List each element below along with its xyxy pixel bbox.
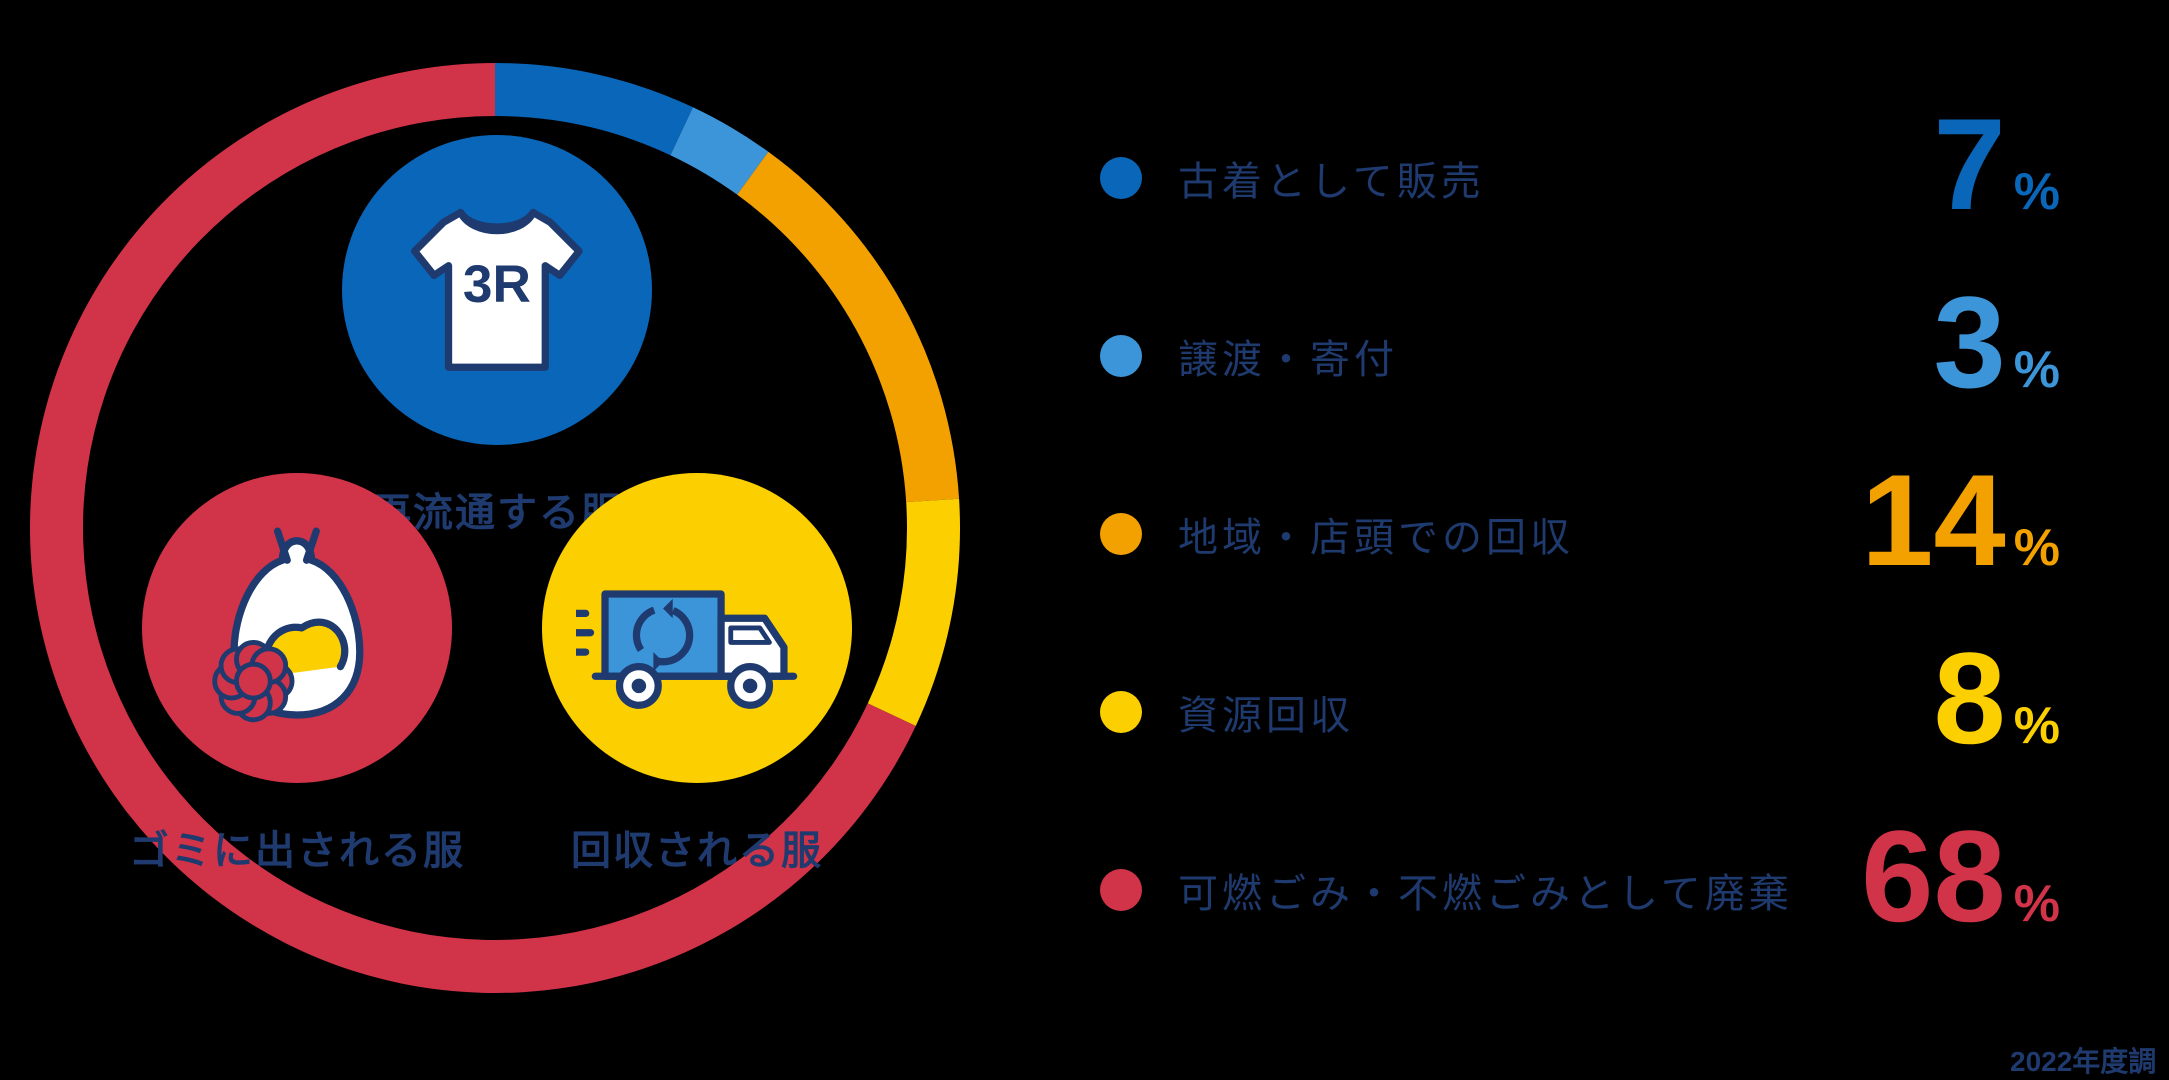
center-icon-collected xyxy=(542,473,852,783)
legend-row-0: 古着として販売 xyxy=(1100,149,1485,207)
legend-label-3: 資源回収 xyxy=(1178,683,1354,741)
legend-value-0: 7% xyxy=(1933,99,2060,229)
legend-label-2: 地域・店頭での回収 xyxy=(1178,505,1574,563)
legend-value-1: 3% xyxy=(1933,277,2060,407)
legend-row-4: 可燃ごみ・不燃ごみとして廃棄 xyxy=(1100,861,1793,919)
legend-label-0: 古着として販売 xyxy=(1178,149,1485,207)
legend-value-number-1: 3 xyxy=(1933,277,2005,407)
legend-value-2: 14% xyxy=(1861,455,2060,585)
svg-text:3R: 3R xyxy=(463,255,531,314)
legend-dot-1 xyxy=(1100,335,1142,377)
center-icon-label-collected: 回収される服 xyxy=(297,818,1097,876)
legend-value-number-2: 14 xyxy=(1861,455,2006,585)
legend-value-percent-0: % xyxy=(2014,166,2060,218)
legend-value-percent-3: % xyxy=(2014,700,2060,752)
legend-value-3: 8% xyxy=(1933,633,2060,763)
legend-value-4: 68% xyxy=(1861,811,2060,941)
legend-dot-2 xyxy=(1100,513,1142,555)
shirt-icon: 3R xyxy=(376,169,618,411)
donut-slice-store_coll xyxy=(737,152,959,502)
footer-note: 2022年度調査 xyxy=(2010,1040,2169,1080)
truck-icon xyxy=(576,507,818,749)
legend-dot-4 xyxy=(1100,869,1142,911)
legend-dot-0 xyxy=(1100,157,1142,199)
center-icon-recirculate: 3R xyxy=(342,135,652,445)
legend-dot-3 xyxy=(1100,691,1142,733)
legend-row-3: 資源回収 xyxy=(1100,683,1354,741)
legend-row-2: 地域・店頭での回収 xyxy=(1100,505,1574,563)
bag-icon xyxy=(176,507,418,749)
legend-value-percent-1: % xyxy=(2014,344,2060,396)
legend-value-number-3: 8 xyxy=(1933,633,2005,763)
legend-value-number-4: 68 xyxy=(1861,811,2006,941)
legend-value-number-0: 7 xyxy=(1933,99,2005,229)
legend-value-percent-4: % xyxy=(2014,878,2060,930)
legend-value-percent-2: % xyxy=(2014,522,2060,574)
legend-row-1: 譲渡・寄付 xyxy=(1100,327,1398,385)
legend-label-1: 譲渡・寄付 xyxy=(1178,327,1398,385)
legend-label-4: 可燃ごみ・不燃ごみとして廃棄 xyxy=(1178,861,1793,919)
center-icon-trash xyxy=(142,473,452,783)
